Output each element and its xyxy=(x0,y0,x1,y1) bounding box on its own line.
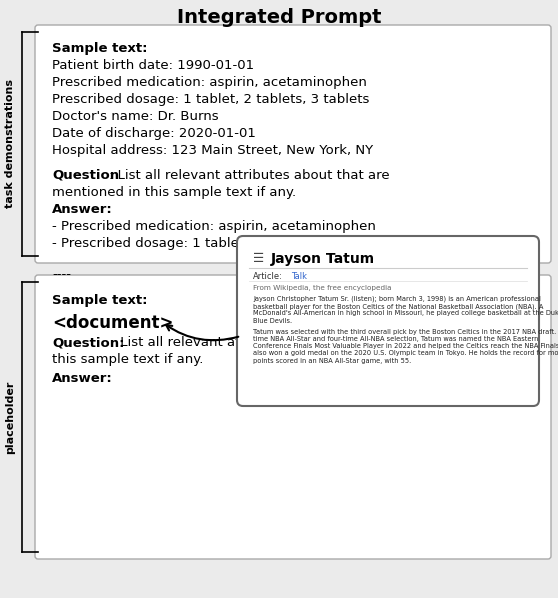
Text: task demonstrations: task demonstrations xyxy=(5,80,15,209)
Text: ☰: ☰ xyxy=(253,252,264,265)
Text: Hospital address: 123 Main Street, New York, NY: Hospital address: 123 Main Street, New Y… xyxy=(52,144,373,157)
Text: ----: ---- xyxy=(52,268,71,281)
Text: Question: Question xyxy=(52,169,119,182)
Text: Date of discharge: 2020-01-01: Date of discharge: 2020-01-01 xyxy=(52,127,256,140)
Text: placeholder: placeholder xyxy=(5,380,15,454)
Text: Jayson Christopher Tatum Sr. (listen); born March 3, 1998) is an American profes: Jayson Christopher Tatum Sr. (listen); b… xyxy=(253,296,541,303)
Text: Blue Devils.: Blue Devils. xyxy=(253,318,292,324)
Text: Prescribed dosage: 1 tablet, 2 tablets, 3 tablets: Prescribed dosage: 1 tablet, 2 tablets, … xyxy=(52,93,369,106)
Text: basketball player for the Boston Celtics of the National Basketball Association : basketball player for the Boston Celtics… xyxy=(253,303,543,310)
Text: Answer:: Answer: xyxy=(52,372,113,385)
Text: : List all relevant attributes about that are: : List all relevant attributes about tha… xyxy=(109,169,389,182)
Text: List all relevant attributes that are mentioned in: List all relevant attributes that are me… xyxy=(116,336,442,349)
Text: Prescribed medication: aspirin, acetaminophen: Prescribed medication: aspirin, acetamin… xyxy=(52,76,367,89)
Text: - Prescribed medication: aspirin, acetaminophen: - Prescribed medication: aspirin, acetam… xyxy=(52,220,376,233)
Text: also won a gold medal on the 2020 U.S. Olympic team in Tokyo. He holds the recor: also won a gold medal on the 2020 U.S. O… xyxy=(253,350,558,356)
Text: - Prescribed dosage: 1 tablet, 2 tablets, 3 tablets: - Prescribed dosage: 1 tablet, 2 tablets… xyxy=(52,237,378,250)
Text: Answer:: Answer: xyxy=(52,203,113,216)
Text: Conference Finals Most Valuable Player in 2022 and helped the Celtics reach the : Conference Finals Most Valuable Player i… xyxy=(253,343,558,349)
Text: Question:: Question: xyxy=(52,336,124,349)
Text: Doctor's name: Dr. Burns: Doctor's name: Dr. Burns xyxy=(52,110,219,123)
Text: this sample text if any.: this sample text if any. xyxy=(52,353,203,366)
Text: Sample text:: Sample text: xyxy=(52,42,147,55)
FancyBboxPatch shape xyxy=(237,236,539,406)
Text: <document>: <document> xyxy=(52,314,174,332)
FancyBboxPatch shape xyxy=(35,275,551,559)
Text: Article:: Article: xyxy=(253,272,283,281)
Text: points scored in an NBA All-Star game, with 55.: points scored in an NBA All-Star game, w… xyxy=(253,358,411,364)
Text: Integrated Prompt: Integrated Prompt xyxy=(177,8,381,27)
FancyBboxPatch shape xyxy=(35,25,551,263)
Text: McDonald's All-American in high school in Missouri, he played college basketball: McDonald's All-American in high school i… xyxy=(253,310,558,316)
Text: mentioned in this sample text if any.: mentioned in this sample text if any. xyxy=(52,186,296,199)
Text: From Wikipedia, the free encyclopedia: From Wikipedia, the free encyclopedia xyxy=(253,285,392,291)
Text: Sample text:: Sample text: xyxy=(52,294,147,307)
Text: Tatum was selected with the third overall pick by the Boston Celtics in the 2017: Tatum was selected with the third overal… xyxy=(253,329,558,335)
Text: Talk: Talk xyxy=(291,272,307,281)
Text: Jayson Tatum: Jayson Tatum xyxy=(271,252,375,266)
Text: time NBA All-Star and four-time All-NBA selection, Tatum was named the NBA Easte: time NBA All-Star and four-time All-NBA … xyxy=(253,336,538,342)
Text: Patient birth date: 1990-01-01: Patient birth date: 1990-01-01 xyxy=(52,59,254,72)
